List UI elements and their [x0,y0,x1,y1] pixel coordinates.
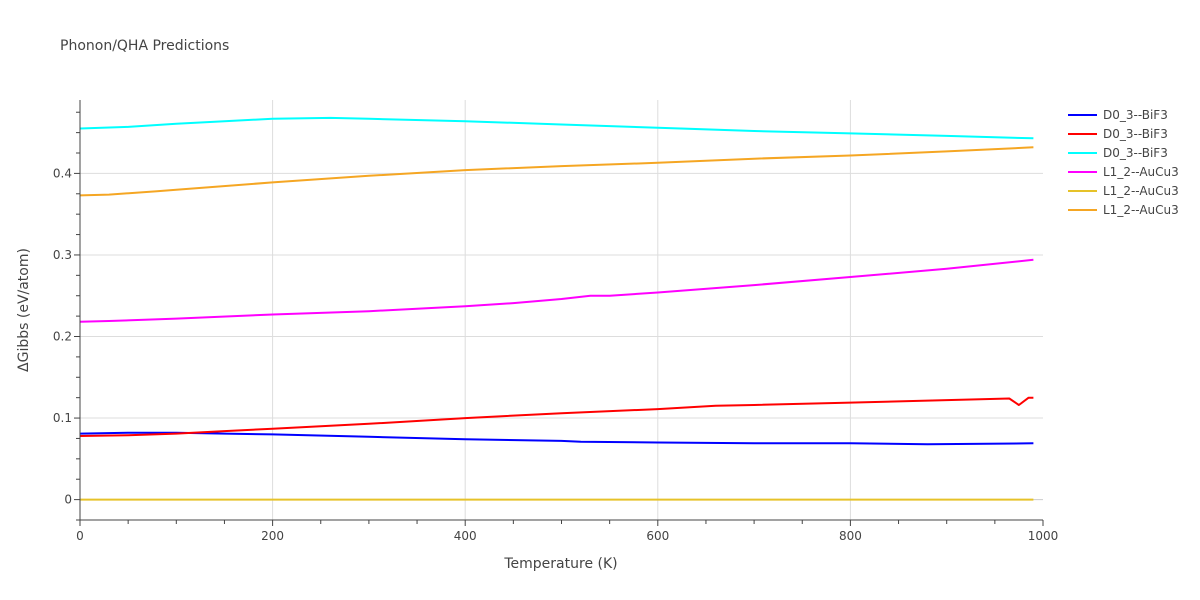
legend-label: L1_2--AuCu3 [1103,184,1179,198]
series-line-2 [79,396,1034,437]
x-tick-label: 400 [454,529,477,543]
x-axis-title: Temperature (K) [503,556,617,572]
legend-label: D0_3--BiF3 [1103,108,1168,122]
chart-title: Phonon/QHA Predictions [60,38,229,54]
legend-label: D0_3--BiF3 [1103,146,1168,160]
y-tick-label: 0 [64,493,72,507]
series-line-4 [79,258,1034,323]
y-tick-label: 0.4 [53,166,72,180]
x-tick-label: 0 [76,529,84,543]
x-tick-label: 800 [839,529,862,543]
x-tick-label: 600 [646,529,669,543]
y-axis-title: ΔGibbs (eV/atom) [16,248,32,372]
y-tick-label: 0.1 [53,411,72,425]
legend-item-6[interactable]: L1_2--AuCu3 [1068,203,1179,217]
series-line-1 [79,431,1034,446]
legend-item-4[interactable]: L1_2--AuCu3 [1068,165,1179,179]
legend-item-3[interactable]: D0_3--BiF3 [1068,146,1168,160]
legend-label: D0_3--BiF3 [1103,127,1168,141]
legend-label: L1_2--AuCu3 [1103,165,1179,179]
grid [80,100,1043,520]
legend-item-5[interactable]: L1_2--AuCu3 [1068,184,1179,198]
legend[interactable]: D0_3--BiF3 D0_3--BiF3 D0_3--BiF3 L1_2--AuCu… [1068,108,1179,217]
y-tick-label: 0.2 [53,330,72,344]
axes: 0 200 400 600 800 1000 0 0.1 0.2 0.3 0.4 [53,100,1058,543]
legend-item-1[interactable]: D0_3--BiF3 [1068,108,1168,122]
x-tick-label: 1000 [1028,529,1059,543]
series-layer [79,116,1034,501]
series-line-3 [79,116,1034,140]
legend-item-2[interactable]: D0_3--BiF3 [1068,127,1168,141]
y-tick-label: 0.3 [53,248,72,262]
x-tick-label: 200 [261,529,284,543]
series-line-6 [79,146,1034,197]
legend-label: L1_2--AuCu3 [1103,203,1179,217]
